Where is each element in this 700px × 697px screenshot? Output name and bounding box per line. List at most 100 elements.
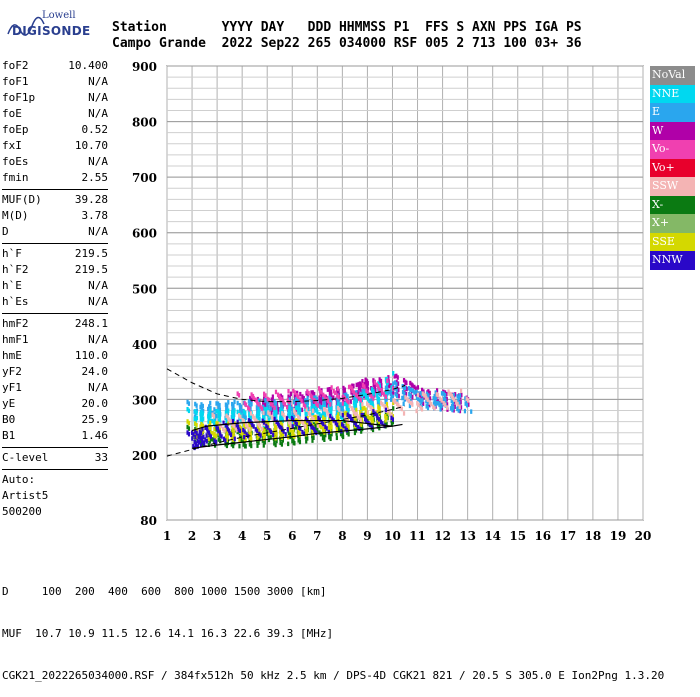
data-point-ssw [415,408,418,414]
data-point-ssw [459,388,463,394]
data-point-ssw [359,418,362,423]
data-point-w [301,394,304,399]
data-point-sse [335,428,338,433]
data-point-nnw [279,424,282,430]
data-point-e [255,405,258,410]
data-point-ssw [432,404,435,410]
data-point-ssw [312,417,315,422]
param-value: 1.46 [81,429,109,442]
data-point-e [450,403,454,409]
data-point-w [270,397,273,402]
param-name: foEs [2,155,29,168]
data-point-w [328,391,331,396]
data-point-sse [355,407,358,413]
data-point-sse [215,433,218,439]
data-point-e [456,394,459,399]
data-point-w [249,395,252,401]
data-point-w [414,386,417,391]
data-point-sse [201,423,204,429]
data-point-vo [300,398,303,404]
data-point-sse [392,400,395,406]
data-point-e [281,405,284,410]
data-point-ssw [404,395,407,400]
data-point-w [263,401,266,407]
param-row-hf: h`F 219.5 [2,246,108,262]
data-point-x [274,442,277,448]
data-point-w [364,381,368,387]
data-point-e [402,401,405,407]
data-point-nnw [286,427,289,432]
data-point-e [352,393,356,398]
data-point-vo [260,406,264,411]
data-point-sse [330,420,333,425]
data-point-vo [299,397,302,402]
data-point-sse [256,436,259,442]
data-point-vo [311,395,314,400]
data-point-vo [368,392,372,397]
data-point-nnw [228,428,231,434]
data-point-x [391,419,395,425]
data-point-x [385,421,388,427]
data-point-nne [322,404,325,410]
data-point-w [262,400,265,405]
data-point-vo [342,394,345,399]
data-point-ssw [316,423,319,428]
data-point-w [330,392,333,398]
data-point-e [433,393,436,399]
data-point-sse [248,435,251,440]
data-point-nnw [242,427,245,433]
data-point-nnw [243,429,246,434]
data-point-ssw [428,400,431,405]
data-point-x [298,439,302,445]
data-point-x [329,432,332,437]
param-name: foF2 [2,59,29,72]
data-point-vo [278,394,281,399]
header-values: Campo Grande 2022 Sep22 265 034000 RSF 0… [112,36,582,51]
data-point-w [405,386,408,392]
data-point-sse [209,425,212,431]
data-point-nnw [347,414,351,419]
data-point-x [306,436,309,441]
data-point-sse [323,416,326,422]
data-point-w [380,383,383,388]
data-point-w [446,402,449,407]
data-point-w [312,400,315,406]
param-value: N/A [88,279,108,292]
data-point-ssw [430,401,433,407]
data-point-e [451,407,454,413]
data-point-nne [279,407,282,413]
data-point-e [339,406,343,411]
data-point-nnw [360,412,363,418]
data-point-e [456,406,459,412]
param-value: 33 [94,451,108,464]
data-point-ssw [268,411,271,417]
data-point-nnw [280,425,283,431]
data-point-nnw [276,421,280,426]
data-point-sse [275,427,278,432]
data-point-w [411,394,414,400]
data-point-sse [339,420,342,425]
data-point-nne [336,409,339,415]
data-point-vo [377,386,381,392]
data-point-nnw [216,426,219,431]
auto-method: Artist5 [2,489,49,502]
data-point-vo [247,405,250,410]
data-point-sse [187,420,191,426]
data-point-ssw [379,400,383,406]
data-point-vo [365,388,368,393]
data-point-e [389,391,392,397]
data-point-sse [194,421,197,426]
data-point-vo [248,407,251,412]
data-point-sse [274,422,278,428]
data-point-ssw [212,414,216,419]
data-point-e [458,393,462,398]
data-point-nne [310,406,313,411]
data-point-sse [263,433,266,438]
data-point-e [439,407,442,412]
data-point-ssw [251,414,255,419]
data-point-e [345,392,348,398]
data-point-sse [321,428,325,434]
data-point-sse [267,421,270,427]
data-point-nne [287,408,290,414]
data-point-ssw [239,414,242,420]
